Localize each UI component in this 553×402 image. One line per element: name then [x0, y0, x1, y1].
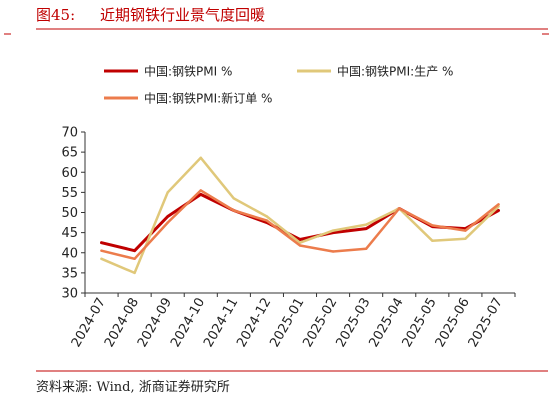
y-tick-label: 55 [61, 186, 78, 201]
series-3-point [431, 224, 434, 227]
series-3-point [133, 257, 136, 260]
series-3-point [166, 221, 169, 224]
series-1-point [100, 241, 103, 244]
series-3-point [497, 203, 500, 206]
series-2-point [166, 191, 169, 194]
series-1-point [298, 238, 302, 241]
series-3-point [199, 189, 202, 192]
y-tick-label: 30 [61, 287, 78, 302]
series-3-point [331, 250, 335, 253]
y-tick-label: 65 [61, 146, 78, 161]
y-tick-label: 45 [61, 226, 78, 241]
y-tick-label: 35 [61, 266, 78, 281]
source-note: 资料来源: Wind, 浙商证券研究所 [36, 379, 230, 395]
series-3-point [398, 207, 401, 210]
series-2-point [265, 215, 269, 218]
y-tick-label: 40 [61, 246, 78, 261]
series-line-2 [100, 156, 500, 275]
series-2-point [298, 241, 302, 244]
series-1-point [199, 193, 202, 196]
figure-label: 图45: [36, 6, 75, 24]
y-tick-label: 60 [61, 166, 78, 181]
series-3-point [100, 249, 103, 252]
legend-label-1: 中国:钢铁PMI % [144, 64, 232, 79]
series-2-point [431, 239, 434, 242]
series-3-point [265, 219, 269, 222]
y-tick-label: 50 [61, 206, 78, 221]
legend-label-3: 中国:钢铁PMI:新订单 % [144, 91, 272, 106]
figure-title: 近期钢铁行业景气度回暖 [100, 6, 265, 24]
series-3-point [464, 229, 467, 232]
series-1-point [497, 209, 500, 212]
line-chart: 3035404550556065702024-072024-082024-092… [61, 64, 516, 350]
series-2-point [100, 257, 103, 260]
series-1-point [133, 249, 136, 252]
legend-label-2: 中国:钢铁PMI:生产 % [337, 64, 453, 79]
series-2-point [464, 237, 467, 240]
series-1-point [365, 227, 368, 230]
series-3-point [298, 244, 302, 247]
y-tick-label: 70 [61, 126, 78, 141]
series-2-point [365, 223, 368, 226]
series-3-point [365, 247, 368, 250]
series-1-point [166, 215, 169, 218]
series-3-point [232, 209, 235, 212]
series-2-point [133, 271, 136, 275]
series-2-point [331, 229, 335, 232]
series-2-point [199, 156, 202, 159]
series-2-point [232, 197, 235, 200]
